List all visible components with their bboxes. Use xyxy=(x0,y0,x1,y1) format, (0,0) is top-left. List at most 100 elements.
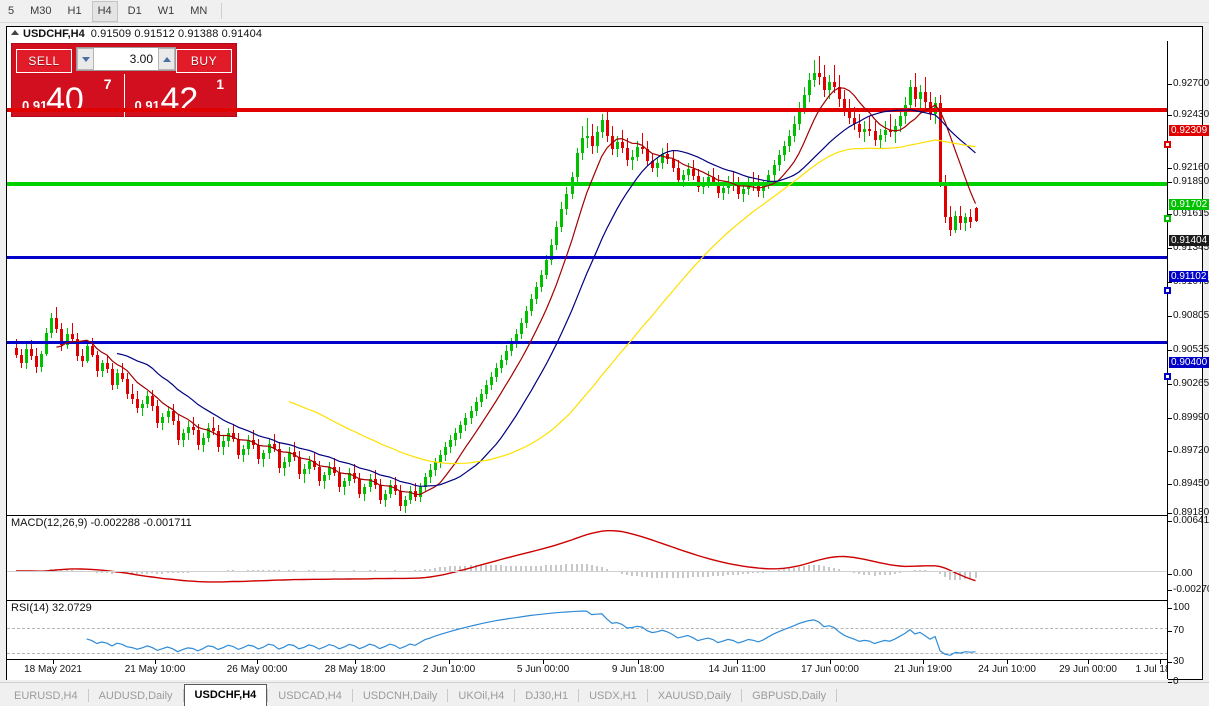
candle-body xyxy=(944,182,948,218)
candle-wick xyxy=(212,416,214,436)
chart-window[interactable]: USDCHF,H4 0.91509 0.91512 0.91388 0.91404… xyxy=(6,26,1209,687)
candle-body xyxy=(312,460,316,467)
collapse-triangle-icon[interactable] xyxy=(11,30,19,35)
macd-hist-bar xyxy=(514,565,517,571)
candle-body xyxy=(171,410,175,421)
candle-body xyxy=(959,216,963,224)
macd-pane[interactable]: MACD(12,26,9) -0.002288 -0.001711 xyxy=(7,515,1168,600)
timeframe-h4[interactable]: H4 xyxy=(91,0,118,22)
support-level-badge[interactable]: 0.91702 xyxy=(1169,199,1209,210)
price-pane[interactable] xyxy=(7,41,1168,513)
rsi-level-70 xyxy=(7,627,1168,629)
macd-hist-bar xyxy=(939,570,942,575)
lower-level-1-badge[interactable]: 0.91102 xyxy=(1169,271,1209,282)
indicator-scale-label: -0.002703 xyxy=(1173,584,1209,595)
timeframe-h1[interactable]: H1 xyxy=(67,4,82,17)
candle-body xyxy=(15,347,18,355)
candle-body xyxy=(838,87,842,100)
macd-hist-bar xyxy=(146,570,149,574)
rsi-line xyxy=(86,610,976,656)
macd-hist-bar xyxy=(292,570,295,572)
candle-body xyxy=(661,154,665,163)
candle-body xyxy=(227,432,231,442)
candle-body xyxy=(954,216,958,230)
volume-value[interactable]: 3.00 xyxy=(129,52,153,66)
timeframe-mn[interactable]: MN xyxy=(190,4,208,17)
price-tick-label: 0.89180 xyxy=(1173,507,1209,518)
timeframe-w1[interactable]: W1 xyxy=(157,4,175,17)
chart-tab-audusd-daily[interactable]: AUDUSD,Daily xyxy=(98,690,173,702)
chart-tab-xauusd-daily[interactable]: XAUUSD,Daily xyxy=(657,690,732,702)
volume-increase-button[interactable] xyxy=(158,48,175,70)
level-2-line[interactable] xyxy=(7,341,1168,345)
candle-body xyxy=(454,432,458,440)
buy-button[interactable]: BUY xyxy=(176,48,232,73)
chart-tab-bar[interactable]: EURUSD,H4 AUDUSD,Daily USDCHF,H4 USDCAD,H4 U… xyxy=(0,682,1209,706)
chart-tab-usdcnh-daily[interactable]: USDCNH,Daily xyxy=(362,690,438,702)
candle-wick xyxy=(273,433,275,453)
buy-price-fraction: 1 xyxy=(216,76,224,92)
macd-hist-bar xyxy=(651,570,654,578)
volume-input[interactable]: 3.00 xyxy=(76,47,176,71)
macd-hist-bar xyxy=(747,570,750,574)
price-tick xyxy=(1168,316,1172,317)
candle-body xyxy=(600,120,604,133)
candle-body xyxy=(424,476,428,488)
one-click-trading-panel[interactable]: SELL 3.00 BUY 0.91 40 7 0.91 42 1 xyxy=(11,43,237,119)
candle-body xyxy=(434,461,438,471)
candle-body xyxy=(247,440,251,449)
candle-body xyxy=(277,448,281,468)
chart-tab-ukoil-h4[interactable]: UKOil,H4 xyxy=(458,690,505,702)
candle-body xyxy=(924,92,927,102)
candle-body xyxy=(833,82,837,88)
rsi-label: RSI(14) 32.0729 xyxy=(11,602,92,614)
level-handle[interactable] xyxy=(1164,287,1171,294)
macd-hist-bar xyxy=(449,566,452,571)
macd-hist-bar xyxy=(924,570,926,572)
chart-tab-dj30-h1[interactable]: DJ30,H1 xyxy=(525,690,569,702)
lower-level-2-badge[interactable]: 0.90400 xyxy=(1169,357,1209,368)
macd-hist-bar xyxy=(545,565,548,571)
level-handle[interactable] xyxy=(1164,141,1171,148)
level-handle[interactable] xyxy=(1164,215,1171,222)
chart-tab-usdx-h1[interactable]: USDX,H1 xyxy=(589,690,637,702)
candle-body xyxy=(297,457,301,475)
candle-body xyxy=(974,207,978,221)
timeframe-d1[interactable]: D1 xyxy=(127,4,142,17)
chart-tab-eurusd-h4[interactable]: EURUSD,H4 xyxy=(14,690,78,702)
candle-body xyxy=(262,453,266,460)
price-tick xyxy=(1168,84,1172,85)
resistance-level-badge[interactable]: 0.92309 xyxy=(1169,125,1209,136)
time-tick-label: 14 Jun 11:00 xyxy=(708,664,766,675)
candle-body xyxy=(85,346,89,361)
macd-hist-bar xyxy=(631,570,634,577)
indicator-scale-label: 100 xyxy=(1173,602,1190,613)
price-scale[interactable]: 0.92700 0.92430 0.92160 0.91890 0.91615 0.913… xyxy=(1167,41,1209,687)
volume-decrease-button[interactable] xyxy=(77,48,94,70)
sell-price-cell[interactable]: 0.91 40 7 xyxy=(12,74,124,119)
macd-hist-bar xyxy=(833,567,836,571)
timeframe-m15[interactable]: 5 xyxy=(8,4,15,17)
candle-wick xyxy=(834,65,836,94)
level-1-line[interactable] xyxy=(7,255,1168,259)
price-tick-label: 0.90805 xyxy=(1173,310,1209,321)
chart-tab-usdchf-h4[interactable]: USDCHF,H4 xyxy=(183,684,268,706)
time-tick xyxy=(53,660,54,664)
last-price-badge[interactable]: 0.91404 xyxy=(1169,235,1209,246)
chart-tab-usdcad-h4[interactable]: USDCAD,H4 xyxy=(278,690,342,702)
level-handle[interactable] xyxy=(1164,373,1171,380)
resistance-line[interactable] xyxy=(7,108,1168,113)
candle-body xyxy=(328,466,332,476)
macd-hist-bar xyxy=(565,564,568,571)
time-scale[interactable]: 18 May 2021 21 May 10:00 26 May 00:00 28 Ma… xyxy=(7,659,1184,679)
candle-body xyxy=(575,152,579,178)
candle-body xyxy=(656,162,660,168)
buy-price-big: 42 xyxy=(160,81,199,119)
macd-hist-bar xyxy=(878,570,881,576)
chart-tab-gbpusd-daily[interactable]: GBPUSD,Daily xyxy=(752,690,827,702)
timeframe-m30[interactable]: M30 xyxy=(30,4,52,17)
support-line[interactable] xyxy=(7,182,1168,187)
macd-hist-bar xyxy=(671,570,674,578)
sell-button[interactable]: SELL xyxy=(16,48,72,73)
